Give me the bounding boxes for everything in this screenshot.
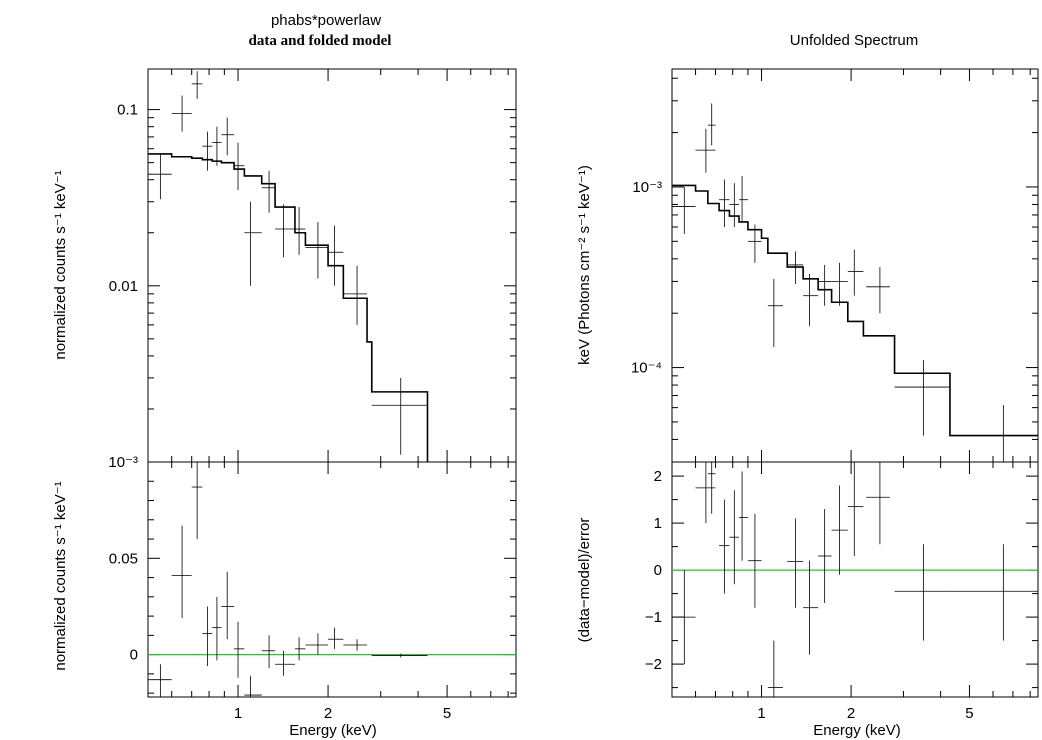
data-point — [949, 405, 1038, 462]
y-tick-label: 0 — [130, 647, 138, 664]
data-point — [949, 544, 1038, 641]
data-point — [294, 637, 306, 661]
data-point — [343, 265, 368, 325]
panel-residuals-right: −2 −1 0 1 2 1 2 5 — [645, 461, 1039, 722]
y-axis-label-bottom-right: (data−model)/error — [576, 518, 593, 643]
x-tick-label: 2 — [324, 705, 332, 722]
data-point — [221, 571, 235, 640]
data-point — [328, 627, 344, 649]
data-point — [831, 262, 848, 306]
data-point — [894, 544, 950, 641]
data-point — [767, 640, 783, 697]
x-axis-label-right: Energy (keV) — [813, 722, 901, 739]
y-axis-label-bottom-left: normalized counts s⁻¹ keV⁻¹ — [52, 481, 69, 670]
panel-residuals-left: 0 0.05 1 2 5 — [109, 461, 517, 722]
data-point — [221, 117, 235, 156]
data-point — [803, 273, 819, 326]
data-point — [729, 183, 740, 228]
y-tick-label: 0.01 — [109, 278, 138, 295]
y-tick-label: 10⁻³ — [632, 179, 662, 196]
data-point — [707, 462, 716, 514]
y-tick-label: 2 — [654, 468, 662, 485]
data-point — [234, 142, 245, 190]
left-subtitle: data and folded model — [249, 33, 392, 49]
data-point — [747, 224, 762, 263]
data-point — [191, 462, 203, 540]
data-point — [305, 633, 329, 655]
data-point — [343, 639, 368, 651]
data-point — [212, 596, 222, 661]
x-tick-label: 5 — [965, 705, 973, 722]
data-point — [294, 207, 306, 255]
y-axis-label-top-right: keV (Photons cm⁻² s⁻¹ keV⁻¹) — [576, 165, 593, 365]
x-tick-label: 1 — [757, 705, 765, 722]
y-tick-label: −1 — [645, 609, 662, 626]
data-point — [739, 176, 748, 221]
data-point — [831, 485, 848, 575]
data-point — [275, 650, 295, 676]
data-point — [719, 179, 730, 228]
plot-frame — [671, 461, 1039, 698]
data-point — [244, 675, 262, 697]
data-point — [739, 471, 748, 561]
data-point — [171, 95, 192, 132]
data-point — [148, 153, 172, 200]
plot-frame — [147, 461, 517, 698]
x-tick-label: 5 — [443, 705, 451, 722]
data-point — [148, 664, 172, 697]
data-point — [672, 186, 696, 234]
data-point — [818, 509, 832, 603]
y-tick-label: 1 — [654, 515, 662, 532]
panel-data-folded-model: 0.1 0.01 10⁻³ — [108, 68, 517, 471]
data-point — [328, 225, 344, 286]
data-point — [275, 204, 295, 258]
y-tick-label: 0.1 — [117, 102, 138, 119]
data-point — [371, 653, 428, 658]
y-axis-label-top-left: normalized counts s⁻¹ keV⁻¹ — [52, 170, 69, 359]
data-point — [707, 103, 716, 146]
data-point — [787, 251, 804, 285]
data-point — [866, 462, 890, 545]
data-point — [847, 249, 864, 296]
left-title: phabs*powerlaw — [271, 12, 381, 29]
data-point — [171, 525, 192, 619]
data-point — [261, 170, 276, 213]
data-point — [244, 201, 262, 286]
data-point — [202, 606, 213, 667]
data-point — [234, 621, 245, 678]
data-point — [261, 635, 276, 669]
x-tick-label: 1 — [234, 705, 242, 722]
data-point — [803, 560, 819, 655]
model-step-line — [672, 184, 1038, 437]
data-point — [672, 570, 696, 665]
plot-frame — [671, 68, 1039, 463]
data-point — [191, 71, 203, 99]
x-tick-label: 2 — [847, 705, 855, 722]
y-tick-label: −2 — [645, 656, 662, 673]
data-point — [202, 131, 213, 171]
data-point — [818, 264, 832, 306]
data-point — [305, 222, 329, 279]
y-tick-label: 10⁻⁴ — [631, 360, 662, 377]
panel-unfolded-spectrum: 10⁻³ 10⁻⁴ — [631, 68, 1039, 463]
data-point — [719, 499, 730, 594]
y-tick-label: 0 — [654, 562, 662, 579]
data-point — [695, 128, 716, 173]
y-tick-label: 0.05 — [109, 550, 138, 567]
right-title: Unfolded Spectrum — [790, 32, 918, 49]
y-tick-label: 10⁻³ — [108, 454, 138, 471]
data-point — [729, 490, 740, 585]
data-point — [894, 360, 950, 436]
data-point — [371, 377, 428, 455]
data-point — [847, 462, 864, 556]
model-step-line — [148, 153, 429, 462]
data-point — [212, 126, 222, 166]
data-point — [787, 518, 804, 608]
x-axis-label-left: Energy (keV) — [289, 722, 377, 739]
data-point — [747, 513, 762, 608]
data-point — [866, 267, 890, 314]
data-point — [695, 462, 716, 524]
data-point — [767, 278, 783, 347]
